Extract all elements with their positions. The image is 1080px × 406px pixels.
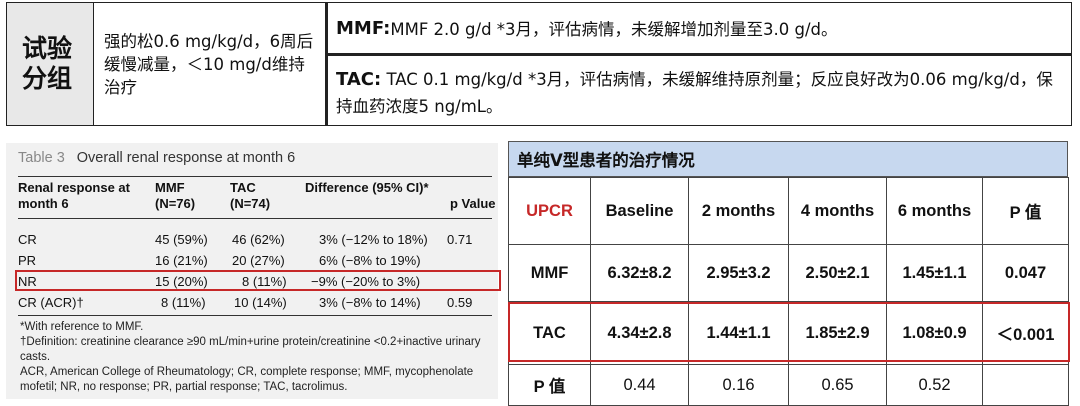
table-header-row: UPCR Baseline 2 months 4 months 6 months… — [508, 177, 1069, 245]
table-row: PR 16 (21%) 20 (27%) 6% (−8% to 19%) — [18, 253, 421, 268]
table-row-tac: TAC 4.34±2.8 1.44±1.1 1.85±2.9 1.08±0.9 … — [508, 301, 1069, 365]
steroid-text: 强的松0.6 mg/kg/d，6周后缓慢减量，＜10 mg/d维持治疗 — [104, 31, 314, 97]
regimen-cells: MMF: MMF 2.0 g/d *3月，评估病情，未缓解增加剂量至3.0 g/… — [328, 3, 1071, 125]
tac-regimen: TAC: TAC 0.1 mg/kg/d *3月，评估病情，未缓解维持原剂量；反… — [328, 56, 1071, 125]
col-header-difference: Difference (95% CI)* — [305, 180, 429, 195]
nr-highlight-box — [15, 270, 501, 291]
header-p-value: P 值 — [982, 177, 1069, 245]
mmf-label: MMF: — [336, 17, 391, 39]
col-header-response: Renal response at month 6 — [18, 180, 130, 211]
table-3-panel: Table 3 Overall renal response at month 6… — [6, 143, 501, 399]
rule-header — [18, 218, 492, 219]
table-row-p-value: P 值 0.44 0.16 0.65 0.52 — [508, 364, 1069, 406]
row-header-cell: 试验分组 — [7, 3, 94, 125]
footnote-abbreviations: ACR, American College of Rheumatology; C… — [20, 366, 474, 393]
table-row-nr: NR 15 (20%) 8 (11%) −9% (−20% to 3%) — [18, 274, 421, 289]
col-header-mmf: MMF (N=76) — [155, 180, 196, 211]
header-upcr: UPCR — [508, 177, 591, 245]
header-2-months: 2 months — [688, 177, 789, 245]
treatment-groups-table: 试验分组 强的松0.6 mg/kg/d，6周后缓慢减量，＜10 mg/d维持治疗… — [6, 2, 1072, 126]
tac-text: TAC 0.1 mg/kg/d *3月，评估病情，未缓解维持原剂量；反应良好改为… — [336, 70, 1053, 116]
steroid-cell: 强的松0.6 mg/kg/d，6周后缓慢减量，＜10 mg/d维持治疗 — [94, 3, 328, 125]
col-header-p: p Value — [450, 196, 496, 211]
header-6-months: 6 months — [886, 177, 983, 245]
table-row-mmf: MMF 6.32±8.2 2.95±3.2 2.50±2.1 1.45±1.1 … — [508, 244, 1069, 302]
table-row: CR 45 (59%) 46 (62%) 3% (−12% to 18%) 0.… — [18, 232, 473, 247]
rule-bottom — [18, 315, 492, 316]
right-table-title: 单纯Ⅴ型患者的治疗情况 — [508, 141, 1068, 177]
col-header-tac: TAC (N=74) — [230, 180, 271, 211]
class-v-outcome-table: 单纯Ⅴ型患者的治疗情况 UPCR Baseline 2 months 4 mon… — [508, 141, 1070, 406]
mmf-text: MMF 2.0 g/d *3月，评估病情，未缓解增加剂量至3.0 g/d。 — [390, 20, 838, 39]
table-title: Overall renal response at month 6 — [76, 150, 296, 166]
row-header: 试验分组 — [22, 34, 73, 93]
table-3-title: Table 3 Overall renal response at month 6 — [18, 150, 295, 166]
tac-label: TAC: — [336, 69, 382, 90]
footnote-reference: *With reference to MMF. — [20, 321, 144, 333]
table-row: CR (ACR)† 8 (11%) 10 (14%) 3% (−8% to 14… — [18, 295, 473, 310]
header-4-months: 4 months — [788, 177, 887, 245]
mmf-regimen: MMF: MMF 2.0 g/d *3月，评估病情，未缓解增加剂量至3.0 g/… — [328, 3, 1071, 56]
rule-top — [18, 176, 492, 177]
upcr-table: UPCR Baseline 2 months 4 months 6 months… — [508, 177, 1069, 406]
table-number: Table 3 — [18, 150, 65, 166]
footnote-definition: †Definition: creatinine clearance ≥90 mL… — [20, 336, 481, 363]
header-baseline: Baseline — [590, 177, 689, 245]
